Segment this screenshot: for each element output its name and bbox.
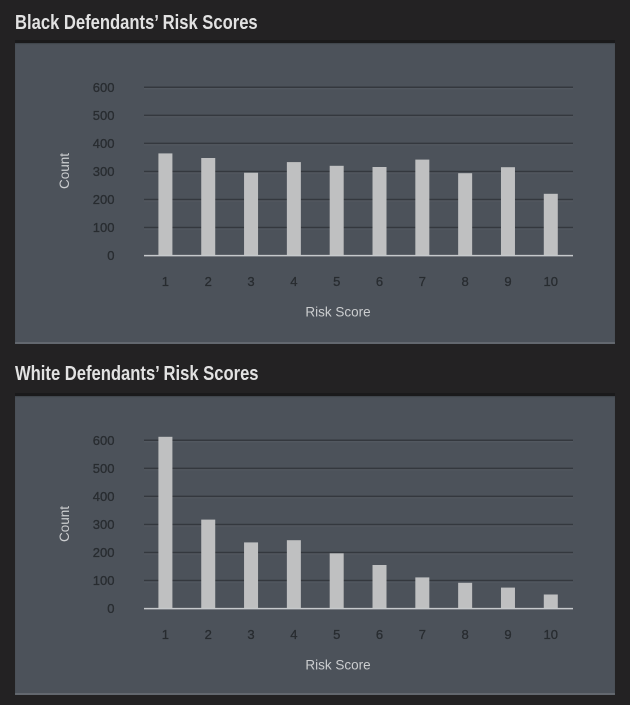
svg-text:Risk Score: Risk Score	[305, 305, 370, 320]
svg-text:400: 400	[93, 136, 115, 151]
svg-text:8: 8	[462, 627, 469, 642]
svg-text:3: 3	[247, 274, 254, 289]
svg-text:500: 500	[93, 108, 115, 123]
svg-text:Count: Count	[57, 506, 72, 542]
svg-text:10: 10	[544, 627, 558, 642]
svg-text:0: 0	[107, 248, 114, 263]
svg-text:5: 5	[333, 274, 340, 289]
svg-text:400: 400	[93, 489, 115, 504]
svg-text:2: 2	[205, 274, 212, 289]
svg-text:600: 600	[93, 80, 115, 95]
svg-text:6: 6	[376, 627, 383, 642]
svg-text:0: 0	[107, 601, 114, 616]
svg-text:200: 200	[93, 192, 115, 207]
svg-text:7: 7	[419, 274, 426, 289]
svg-text:Risk Score: Risk Score	[305, 658, 370, 673]
svg-text:Count: Count	[57, 153, 72, 189]
svg-text:9: 9	[504, 627, 511, 642]
svg-text:8: 8	[462, 274, 469, 289]
svg-text:3: 3	[247, 627, 254, 642]
svg-text:600: 600	[93, 433, 115, 448]
svg-text:4: 4	[290, 274, 297, 289]
svg-text:1: 1	[162, 627, 169, 642]
svg-text:5: 5	[333, 627, 340, 642]
svg-text:6: 6	[376, 274, 383, 289]
svg-text:100: 100	[93, 220, 115, 235]
svg-text:2: 2	[205, 627, 212, 642]
svg-text:300: 300	[93, 164, 115, 179]
svg-text:7: 7	[419, 627, 426, 642]
svg-text:500: 500	[93, 461, 115, 476]
svg-text:200: 200	[93, 545, 115, 560]
svg-text:9: 9	[504, 274, 511, 289]
svg-text:1: 1	[162, 274, 169, 289]
svg-text:10: 10	[544, 274, 558, 289]
svg-text:100: 100	[93, 573, 115, 588]
svg-text:300: 300	[93, 517, 115, 532]
svg-text:4: 4	[290, 627, 297, 642]
